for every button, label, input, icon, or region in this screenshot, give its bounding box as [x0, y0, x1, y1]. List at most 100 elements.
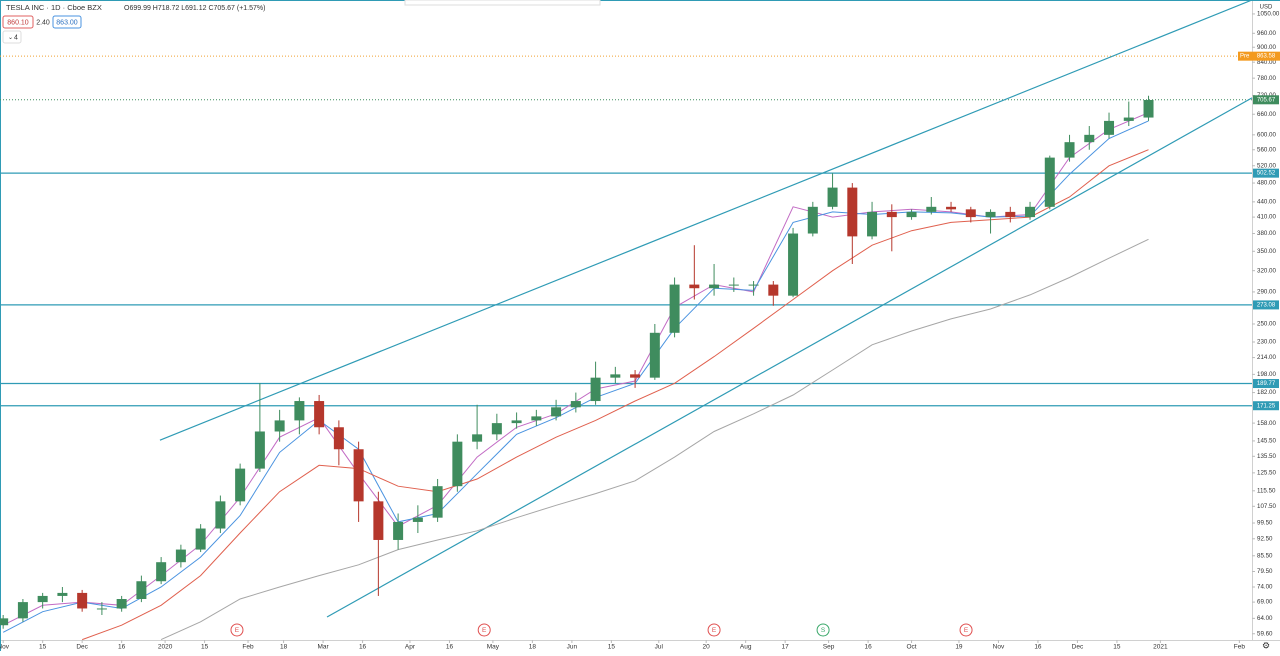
y-tick-label: 64.00	[1257, 615, 1273, 622]
y-tick-label: 900.00	[1257, 44, 1276, 51]
candle-body	[77, 592, 88, 609]
candle-body	[788, 233, 799, 296]
toolbar[interactable]	[404, 0, 601, 6]
level-label: 189.77	[1257, 381, 1276, 387]
candle-body	[630, 374, 641, 378]
event-label: E	[482, 627, 487, 634]
ask-box[interactable]	[52, 15, 82, 29]
bid-box[interactable]	[2, 15, 34, 29]
x-tick-label: Jun	[567, 644, 578, 651]
candle-body	[235, 468, 246, 502]
x-tick-label: 15	[608, 644, 616, 651]
trend-line	[326, 97, 1253, 618]
candle-body	[156, 562, 167, 582]
x-tick-label: Nov	[0, 644, 10, 651]
y-tick-label: 115.50	[1257, 487, 1276, 494]
candle-body	[373, 501, 384, 540]
y-tick-label: 960.00	[1257, 30, 1276, 37]
candle-body	[906, 211, 917, 218]
level-label: 171.25	[1257, 403, 1276, 409]
symbol-title: TESLA INC · 1D · Cboe BZX	[6, 3, 102, 12]
candle-body	[709, 284, 720, 289]
ask: 863.00	[56, 19, 78, 26]
candle-body	[353, 449, 364, 502]
candle-body	[1064, 142, 1075, 158]
y-tick-label: 600.00	[1257, 131, 1276, 138]
y-tick-label: 350.00	[1257, 248, 1276, 255]
x-tick-label: Dec	[76, 644, 88, 651]
y-tick-label: 250.00	[1257, 321, 1276, 328]
candle-body	[294, 401, 305, 421]
x-tick-label: Feb	[242, 644, 254, 651]
candle-body	[472, 434, 483, 442]
y-tick-label: 198.00	[1257, 371, 1276, 378]
y-tick-label: 440.00	[1257, 198, 1276, 205]
candle-body	[452, 441, 463, 487]
y-tick-label: 145.50	[1257, 438, 1276, 445]
x-tick-label: 17	[782, 644, 790, 651]
candle-body	[847, 187, 858, 237]
header: TESLA INC · 1D · Cboe BZX O699.99 H718.7…	[2, 3, 1273, 44]
x-tick-label: Aug	[740, 644, 752, 651]
last-price-label: 705.67	[1257, 97, 1276, 103]
x-tick-label: Oct	[906, 644, 916, 651]
candle-body	[1044, 157, 1055, 207]
x-tick-label: 20	[703, 644, 711, 651]
candle-body	[965, 209, 976, 218]
event-marker	[816, 623, 830, 637]
pre-price-tag	[1238, 51, 1280, 61]
candle-body	[274, 420, 285, 432]
candle-body	[333, 427, 344, 450]
event-marker	[477, 623, 491, 637]
y-tick-label: 92.50	[1257, 535, 1273, 542]
spread: 2.40	[36, 19, 50, 26]
y-tick-label: 135.50	[1257, 453, 1276, 460]
pre-price-label: 863.58	[1257, 54, 1276, 60]
y-tick-label: 214.00	[1257, 354, 1276, 361]
y-tick-label: 182.00	[1257, 389, 1276, 396]
candle-body	[886, 211, 897, 218]
level-tag	[1253, 401, 1279, 411]
candle-body	[314, 401, 325, 428]
candle-body	[649, 332, 660, 378]
event-marker	[959, 623, 973, 637]
trend-line	[159, 0, 1253, 441]
candle-body	[1025, 206, 1036, 218]
candle-body	[570, 401, 581, 408]
level-label: 273.08	[1257, 302, 1276, 308]
candle-body	[412, 517, 423, 522]
candle-body	[610, 374, 621, 378]
indicators-toggle[interactable]	[2, 30, 22, 44]
candle-body	[254, 431, 265, 469]
candle-body	[0, 618, 9, 626]
x-tick-label: 19	[955, 644, 963, 651]
event-label: E	[712, 627, 717, 634]
y-tick-label: 520.00	[1257, 162, 1276, 169]
x-tick-label: Mar	[317, 644, 329, 651]
candle-body	[1005, 211, 1016, 218]
y-tick-label: 59.60	[1257, 630, 1273, 637]
candle-body	[985, 211, 996, 218]
pre-label: Pre	[1240, 54, 1250, 60]
last-price-tag	[1253, 95, 1279, 105]
level-label: 502.52	[1257, 171, 1276, 177]
x-tick-label: 15	[1113, 644, 1121, 651]
y-tick-label: 107.50	[1257, 503, 1276, 510]
x-tick-label: 18	[529, 644, 537, 651]
candle-body	[1123, 117, 1134, 121]
event-marker	[707, 623, 721, 637]
event-label: E	[964, 627, 969, 634]
event-label: E	[235, 627, 240, 634]
event-label: S	[821, 627, 826, 634]
candle-body	[748, 284, 759, 286]
y-tick-label: 158.00	[1257, 420, 1276, 427]
x-tick-label: Jul	[655, 644, 664, 651]
x-tick-label: 16	[1034, 644, 1042, 651]
candle-body	[590, 377, 601, 402]
settings-icon[interactable]: ⚙	[1262, 640, 1270, 650]
candle-body	[511, 420, 522, 424]
y-tick-label: 125.50	[1257, 470, 1276, 477]
y-tick-label: 780.00	[1257, 75, 1276, 82]
candle-body	[491, 423, 502, 435]
candle-body	[116, 598, 127, 609]
